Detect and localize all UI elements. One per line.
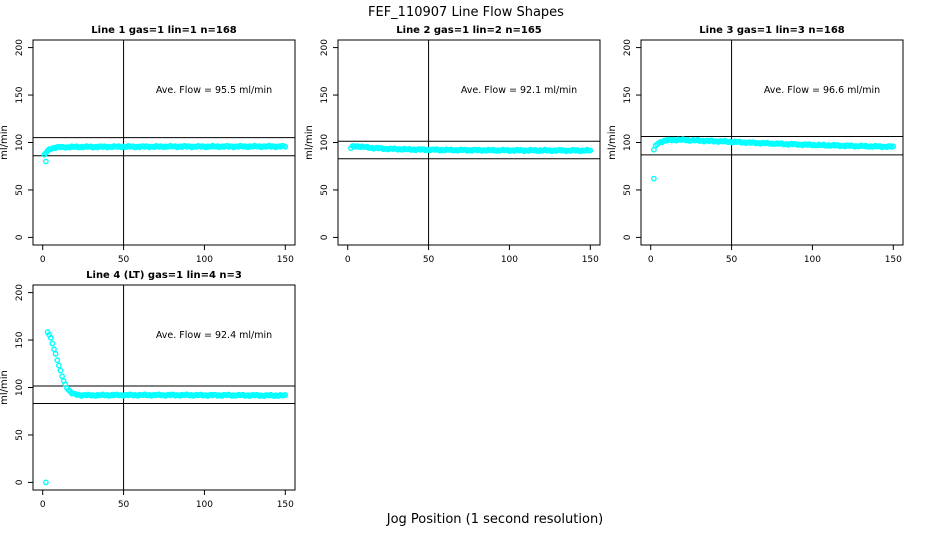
y-tick-label: 50	[320, 184, 330, 196]
x-tick-label: 0	[648, 255, 654, 265]
data-point	[47, 334, 54, 341]
data-point	[52, 350, 59, 357]
x-tick-label: 100	[196, 500, 213, 510]
panel-2: 0 50 100 150 0 50 100 150 200 ml/min	[304, 39, 601, 265]
y-tick-label: 150	[320, 86, 330, 103]
panel-4-avg-flow-annotation: Ave. Flow = 92.4 ml/min	[155, 330, 273, 341]
x-tick-label: 0	[40, 255, 46, 265]
panel-1: 0 50 100 150 0 50 100 150 200 ml/min	[0, 39, 296, 265]
x-tick-label: 100	[196, 255, 213, 265]
data-point	[51, 346, 57, 353]
x-tick-label: 100	[501, 255, 518, 265]
y-tick-label: 100	[623, 134, 633, 151]
panel-1-avg-flow-annotation: Ave. Flow = 95.5 ml/min	[155, 85, 273, 96]
y-tick-label: 0	[15, 479, 25, 485]
panel-3: 0 50 100 150 0 50 100 150 200 ml/min	[607, 39, 904, 265]
panel-1-title: Line 1 gas=1 lin=1 n=168	[91, 25, 237, 36]
x-tick-label: 50	[423, 255, 435, 265]
data-point	[43, 479, 49, 486]
data-point	[57, 367, 64, 374]
y-tick-label: 150	[15, 86, 25, 103]
y-tick-label: 50	[623, 184, 633, 196]
y-tick-label: 50	[15, 184, 25, 196]
x-axis-label: Jog Position (1 second resolution)	[386, 512, 604, 527]
x-tick-label: 100	[804, 255, 821, 265]
x-tick-label: 150	[277, 255, 294, 265]
y-tick-label: 200	[320, 39, 330, 56]
panel-3-avg-flow-annotation: Ave. Flow = 96.6 ml/min	[763, 85, 881, 96]
x-tick-label: 0	[345, 255, 351, 265]
x-tick-label: 50	[118, 500, 130, 510]
y-tick-label: 100	[320, 134, 330, 151]
x-tick-label: 0	[40, 500, 46, 510]
x-tick-label: 50	[726, 255, 738, 265]
panel-4: 0 50 100 150 0 50 100 150 200 ml/min	[0, 284, 296, 510]
y-axis-label: ml/min	[0, 370, 10, 405]
data-point	[54, 357, 61, 364]
data-point	[43, 158, 49, 165]
data-point	[49, 340, 56, 347]
y-tick-label: 150	[623, 86, 633, 103]
data-point	[587, 147, 594, 154]
plot-box	[32, 284, 296, 491]
plot-box	[32, 39, 296, 246]
x-tick-label: 150	[885, 255, 902, 265]
panel-3-title: Line 3 gas=1 lin=3 n=168	[699, 25, 845, 36]
data-point	[59, 373, 65, 380]
y-axis-label: ml/min	[0, 125, 10, 160]
panel-4-title: Line 4 (LT) gas=1 lin=4 n=3	[86, 270, 242, 281]
y-tick-label: 0	[320, 234, 330, 240]
plot-box	[337, 39, 601, 246]
x-tick-label: 150	[582, 255, 599, 265]
y-tick-label: 50	[15, 429, 25, 441]
panel-2-avg-flow-annotation: Ave. Flow = 92.1 ml/min	[460, 85, 578, 96]
y-tick-label: 100	[15, 379, 25, 396]
y-tick-label: 200	[15, 284, 25, 301]
y-tick-label: 200	[15, 39, 25, 56]
y-axis-label: ml/min	[304, 125, 315, 160]
x-tick-label: 150	[277, 500, 294, 510]
y-tick-label: 200	[623, 39, 633, 56]
y-tick-label: 100	[15, 134, 25, 151]
y-tick-label: 0	[623, 234, 633, 240]
y-tick-label: 150	[15, 331, 25, 348]
panel-2-title: Line 2 gas=1 lin=2 n=165	[396, 25, 542, 36]
y-tick-label: 0	[15, 234, 25, 240]
data-point	[56, 362, 62, 369]
figure-title: FEF_110907 Line Flow Shapes	[368, 5, 564, 20]
data-point	[282, 143, 289, 150]
data-point	[282, 391, 289, 398]
data-point	[651, 175, 657, 182]
y-axis-label: ml/min	[607, 125, 618, 160]
data-point	[890, 143, 897, 150]
x-tick-label: 50	[118, 255, 130, 265]
